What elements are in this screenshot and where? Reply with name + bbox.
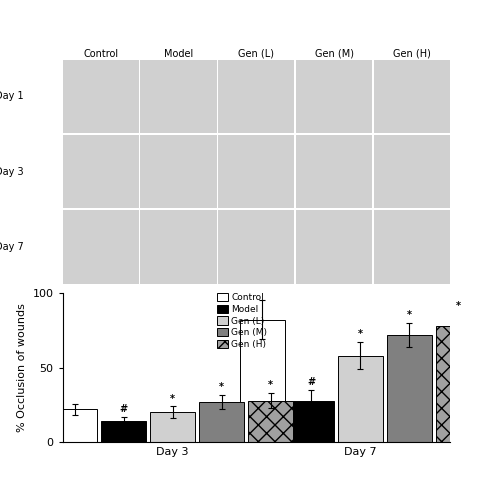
Bar — [101, 421, 146, 442]
Text: *: * — [406, 310, 412, 320]
Text: *: * — [456, 301, 460, 311]
Text: #: # — [308, 377, 316, 387]
Y-axis label: Day 3: Day 3 — [0, 166, 24, 176]
Bar — [289, 401, 334, 442]
Title: Gen (M): Gen (M) — [314, 49, 354, 59]
Text: *: * — [170, 394, 175, 404]
Bar — [240, 320, 285, 442]
Bar — [150, 413, 195, 442]
Text: #: # — [120, 404, 128, 414]
Bar — [248, 401, 293, 442]
Title: Gen (H): Gen (H) — [393, 49, 431, 59]
Bar — [338, 356, 383, 442]
Text: *: * — [268, 380, 273, 390]
Bar — [52, 410, 98, 442]
Text: *: * — [358, 330, 363, 339]
Y-axis label: Day 1: Day 1 — [0, 91, 24, 101]
Legend: Control, Model, Gen (L), Gen (M), Gen (H): Control, Model, Gen (L), Gen (M), Gen (H… — [214, 290, 270, 352]
Bar — [386, 335, 432, 442]
Bar — [199, 402, 244, 442]
Title: Control: Control — [83, 49, 118, 59]
Title: Model: Model — [164, 49, 193, 59]
Text: *: * — [219, 382, 224, 392]
Bar — [436, 326, 480, 442]
Y-axis label: % Occlusion of wounds: % Occlusion of wounds — [17, 303, 27, 432]
Y-axis label: Day 7: Day 7 — [0, 242, 24, 252]
Title: Gen (L): Gen (L) — [238, 49, 274, 59]
